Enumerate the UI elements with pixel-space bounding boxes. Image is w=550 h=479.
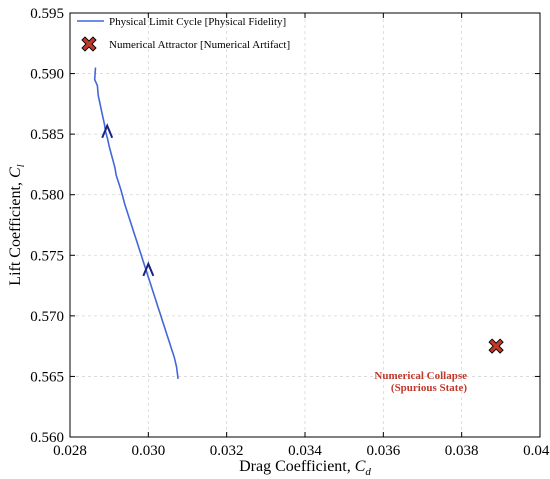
annotation-numerical-collapse: Numerical Collapse (Spurious State): [374, 370, 467, 394]
y-tick-label: 0.580: [30, 188, 64, 204]
attractor-marker: [488, 338, 504, 354]
y-tick-label: 0.560: [30, 430, 64, 446]
legend: Physical Limit Cycle [Physical Fidelity]…: [77, 16, 290, 52]
x-tick-label: 0.030: [131, 443, 165, 459]
series-limit-cycle-line: [93, 67, 179, 380]
annotation-line-1: Numerical Collapse: [374, 370, 467, 382]
y-tick-label: 0.585: [30, 127, 64, 143]
legend-label-attractor: Numerical Attractor [Numerical Artifact]: [109, 39, 290, 51]
x-tick-label: 0.034: [288, 443, 322, 459]
legend-label-limit-cycle: Physical Limit Cycle [Physical Fidelity]: [109, 16, 286, 28]
attractor-marker-shape: [488, 338, 504, 354]
direction-arrow: [101, 123, 114, 139]
y-tick-label: 0.565: [30, 369, 64, 385]
x-axis-title: Drag Coefficient, Cd: [239, 458, 371, 478]
x-tick-label: 0.032: [210, 443, 244, 459]
y-tick-label: 0.575: [30, 248, 64, 264]
y-tick-label: 0.590: [30, 67, 64, 83]
x-tick-label: 0.038: [445, 443, 479, 459]
ticks: [69, 12, 541, 438]
y-tick-label: 0.595: [30, 6, 64, 22]
grid: [70, 13, 540, 437]
y-axis-title: Lift Coefficient, Cl: [7, 164, 27, 285]
y-tick-label: 0.570: [30, 309, 64, 325]
direction-arrow: [142, 261, 155, 277]
x-tick-label: 0.036: [366, 443, 400, 459]
x-tick-label: 0.028: [53, 443, 87, 459]
legend-marker-swatch: [81, 36, 97, 52]
x-tick-label: 0.040: [523, 443, 550, 459]
series-layer: [93, 67, 504, 380]
annotation-line-2: (Spurious State): [391, 382, 467, 394]
tick-labels: 0.028 0.030 0.032 0.034 0.036 0.038 0.040 0.560…: [30, 6, 550, 459]
